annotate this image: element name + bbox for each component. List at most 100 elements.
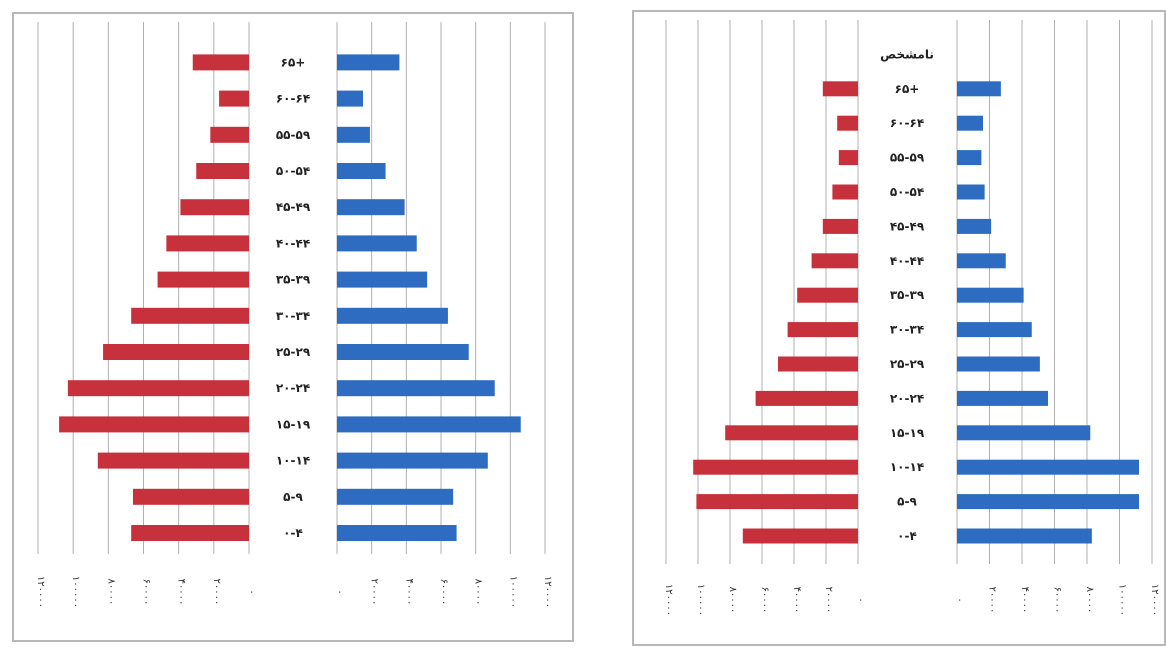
- tick-label-left-0: ۱۲۰۰۰۰: [35, 576, 46, 608]
- tick-label-right-0: ۰: [334, 589, 345, 594]
- bar-right-0: [957, 528, 1092, 544]
- bar-right-6: [337, 307, 448, 324]
- bar-left-1: [696, 494, 858, 510]
- tick-label-left-0: ۱۲۰۰۰۰: [663, 584, 674, 616]
- bar-left-0: [742, 528, 858, 544]
- tick-label-right-1: ۲۰۰۰۰: [987, 587, 998, 614]
- category-label-1: ۵-۹: [283, 490, 303, 504]
- bar-right-7: [957, 287, 1024, 303]
- bar-right-8: [337, 235, 417, 252]
- bar-right-6: [957, 322, 1032, 338]
- category-label-10: ۵۰-۵۴: [276, 164, 310, 178]
- tick-label-left-1: ۱۰۰۰۰۰: [695, 584, 706, 616]
- bar-left-12: [837, 115, 858, 131]
- bar-left-0: [131, 525, 249, 541]
- category-label-4: ۲۰-۲۴: [890, 391, 924, 405]
- tick-label-right-4: ۸۰۰۰۰: [473, 579, 484, 606]
- category-label-3: ۱۵-۱۹: [890, 426, 925, 440]
- bar-left-7: [157, 271, 249, 288]
- tick-label-right-2: ۴۰۰۰۰: [403, 579, 414, 606]
- bar-right-10: [957, 184, 985, 200]
- bar-left-12: [219, 90, 249, 107]
- tick-label-right-6: ۱۲۰۰۰۰: [542, 576, 553, 608]
- bar-left-7: [797, 287, 858, 303]
- bar-left-5: [778, 356, 858, 372]
- bar-right-12: [337, 90, 363, 107]
- bar-left-6: [131, 307, 249, 324]
- chart-svg-right: ۱۲۰۰۰۰ ۰ ۱۰۰۰۰۰ ۲۰۰۰۰ ۸۰۰۰۰ ۴۰۰۰۰ ۶۰۰۰۰ ۶۰۰۰۰ ۴۰…: [663, 20, 1160, 616]
- chart-svg-left: ۱۲۰۰۰۰ ۰ ۱۰۰۰۰۰ ۲۰۰۰۰ ۸۰۰۰۰ ۴۰۰۰۰ ۶۰۰۰۰ ۶۰۰۰۰ ۴۰…: [35, 22, 553, 608]
- bar-right-4: [957, 390, 1048, 406]
- population-pyramid-right: ۱۲۰۰۰۰ ۰ ۱۰۰۰۰۰ ۲۰۰۰۰ ۸۰۰۰۰ ۴۰۰۰۰ ۶۰۰۰۰ ۶۰۰۰۰ ۴۰…: [632, 10, 1166, 646]
- tick-label-right-6: ۱۲۰۰۰۰: [1149, 584, 1160, 616]
- tick-label-left-3: ۶۰۰۰۰: [141, 579, 152, 606]
- bar-right-1: [957, 494, 1139, 510]
- category-label-7: ۳۵-۳۹: [890, 288, 925, 302]
- category-label-12: ۶۰-۶۴: [890, 116, 924, 130]
- category-label-7: ۳۵-۳۹: [276, 273, 311, 287]
- tick-label-left-1: ۱۰۰۰۰۰: [70, 576, 81, 608]
- bar-right-3: [337, 416, 521, 433]
- bar-right-11: [337, 126, 370, 143]
- bar-left-10: [196, 163, 249, 179]
- bar-left-5: [103, 344, 249, 360]
- tick-label-right-5: ۱۰۰۰۰۰: [1117, 584, 1128, 616]
- bar-right-9: [337, 199, 405, 216]
- bar-left-6: [787, 322, 858, 338]
- bar-right-9: [957, 218, 992, 234]
- category-label-11: ۵۵-۵۹: [890, 151, 925, 165]
- bar-left-11: [838, 150, 858, 166]
- bar-right-5: [337, 344, 469, 360]
- bar-right-4: [337, 380, 495, 397]
- tick-label-left-4: ۴۰۰۰۰: [791, 587, 802, 614]
- tick-label-left-4: ۴۰۰۰۰: [176, 579, 187, 606]
- bar-right-11: [957, 150, 982, 166]
- bar-left-2: [693, 459, 858, 475]
- category-label-9: ۴۵-۴۹: [276, 200, 311, 214]
- category-label-10: ۵۰-۵۴: [890, 185, 924, 199]
- category-label-9: ۴۵-۴۹: [890, 219, 925, 233]
- category-label-8: ۴۰-۴۴: [276, 236, 310, 250]
- tick-label-left-2: ۸۰۰۰۰: [105, 579, 116, 606]
- tick-label-left-5: ۲۰۰۰۰: [211, 579, 222, 606]
- bar-right-0: [337, 525, 457, 541]
- tick-label-left-2: ۸۰۰۰۰: [727, 587, 738, 614]
- bar-left-9: [822, 218, 858, 234]
- bar-right-12: [957, 115, 983, 131]
- tick-label-right-3: ۶۰۰۰۰: [1052, 587, 1063, 614]
- category-label-14: نامشخص: [880, 47, 934, 61]
- bar-right-13: [337, 54, 400, 71]
- bar-left-2: [97, 452, 250, 469]
- category-label-3: ۱۵-۱۹: [276, 417, 311, 431]
- bar-left-11: [210, 126, 249, 143]
- bar-right-10: [337, 163, 386, 179]
- bar-right-3: [957, 425, 1091, 441]
- category-label-8: ۴۰-۴۴: [890, 254, 924, 268]
- tick-label-right-1: ۲۰۰۰۰: [369, 579, 380, 606]
- category-label-13: ۶۵+: [895, 82, 920, 96]
- bar-right-1: [337, 488, 454, 505]
- category-label-11: ۵۵-۵۹: [276, 128, 311, 142]
- bar-left-4: [755, 390, 858, 406]
- tick-label-right-5: ۱۰۰۰۰۰: [507, 576, 518, 608]
- category-label-6: ۳۰-۳۴: [890, 323, 924, 337]
- category-label-12: ۶۰-۶۴: [276, 92, 310, 106]
- bar-right-13: [957, 81, 1001, 97]
- category-label-0: ۰-۴: [897, 529, 917, 543]
- category-label-2: ۱۰-۱۴: [890, 460, 924, 474]
- category-label-1: ۵-۹: [897, 495, 917, 509]
- tick-label-right-3: ۶۰۰۰۰: [438, 579, 449, 606]
- tick-label-left-6: ۰: [246, 589, 257, 594]
- tick-label-right-2: ۴۰۰۰۰: [1019, 587, 1030, 614]
- category-label-2: ۱۰-۱۴: [276, 454, 310, 468]
- category-label-5: ۲۵-۲۹: [276, 345, 311, 359]
- population-pyramid-left: ۱۲۰۰۰۰ ۰ ۱۰۰۰۰۰ ۲۰۰۰۰ ۸۰۰۰۰ ۴۰۰۰۰ ۶۰۰۰۰ ۶۰۰۰۰ ۴۰…: [12, 12, 574, 642]
- tick-label-left-6: ۰: [855, 597, 866, 602]
- bar-left-3: [725, 425, 858, 441]
- category-label-0: ۰-۴: [283, 526, 303, 540]
- tick-label-left-3: ۶۰۰۰۰: [759, 587, 770, 614]
- category-label-4: ۲۰-۲۴: [276, 381, 310, 395]
- bar-left-13: [822, 81, 858, 97]
- bar-left-13: [192, 54, 249, 71]
- bar-right-2: [337, 452, 488, 469]
